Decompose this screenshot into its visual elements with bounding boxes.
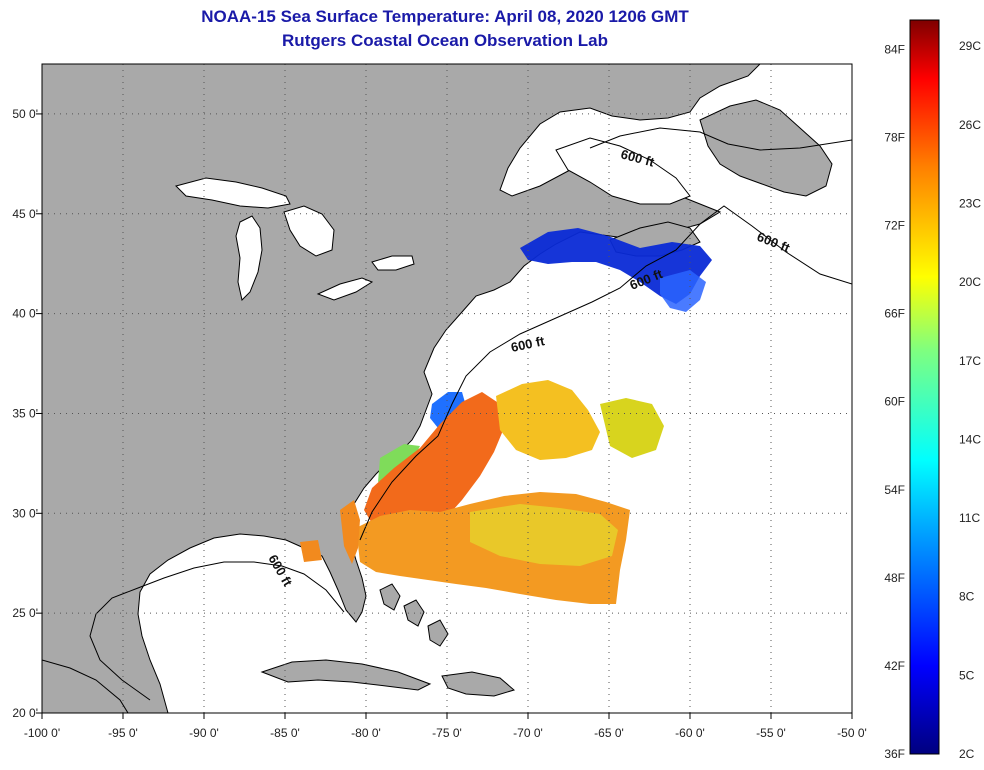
lat-tick-label: 25 0' bbox=[12, 606, 38, 620]
sst-mid-atlantic-blue bbox=[430, 392, 466, 428]
lake-superior bbox=[175, 177, 291, 209]
yucatan-land bbox=[42, 659, 129, 713]
lat-tick-label: 20 0' bbox=[12, 706, 38, 720]
colorbar-c-label: 20C bbox=[959, 275, 981, 289]
lat-tick-label: 45 0' bbox=[12, 207, 38, 221]
lat-tick-label: 30 0' bbox=[12, 506, 38, 520]
gulf-st-lawrence bbox=[555, 137, 691, 205]
lon-tick-label: -95 0' bbox=[108, 726, 138, 740]
lon-tick-label: -65 0' bbox=[594, 726, 624, 740]
lon-tick-labels: -100 0' -95 0' -90 0' -85 0' -80 0' -75 0' -70… bbox=[24, 713, 867, 740]
colorbar-c-label: 26C bbox=[959, 118, 981, 132]
sst-gulf-spot bbox=[300, 540, 322, 562]
lon-tick-label: -90 0' bbox=[189, 726, 219, 740]
isobath-600ft-labrador bbox=[589, 127, 852, 151]
lake-erie bbox=[316, 277, 374, 301]
map-subtitle: Rutgers Coastal Ocean Observation Lab bbox=[282, 31, 608, 50]
isobath-600ft-atlantic bbox=[359, 205, 852, 541]
lake-huron bbox=[283, 205, 335, 257]
lake-ontario bbox=[371, 255, 415, 271]
colorbar-f-labels: 84F 78F 72F 66F 60F 54F 48F 42F 36F bbox=[884, 42, 905, 761]
colorbar-f-label: 66F bbox=[884, 307, 905, 321]
lon-tick-label: -85 0' bbox=[270, 726, 300, 740]
lon-tick-label: -70 0' bbox=[513, 726, 543, 740]
lon-tick-label: -50 0' bbox=[837, 726, 867, 740]
colorbar-c-label: 11C bbox=[959, 511, 980, 525]
lat-tick-label: 50 0' bbox=[12, 107, 38, 121]
colorbar-c-label: 5C bbox=[959, 668, 975, 682]
colorbar-f-label: 84F bbox=[884, 42, 905, 56]
lon-tick-label: -80 0' bbox=[351, 726, 381, 740]
lon-tick-label: -55 0' bbox=[756, 726, 786, 740]
north-america-land bbox=[42, 64, 761, 713]
colorbar-c-label: 14C bbox=[959, 432, 981, 446]
newfoundland-land bbox=[699, 99, 833, 197]
colorbar-c-label: 2C bbox=[959, 747, 975, 761]
lat-tick-label: 40 0' bbox=[12, 307, 38, 321]
lon-tick-label: -60 0' bbox=[675, 726, 705, 740]
colorbar-c-label: 23C bbox=[959, 197, 981, 211]
colorbar-f-label: 78F bbox=[884, 130, 905, 144]
colorbar-f-label: 42F bbox=[884, 659, 905, 673]
sst-south-swath-yellow bbox=[470, 504, 618, 566]
sst-sargasso-yellow bbox=[496, 380, 600, 460]
sst-gulf-stream-orange bbox=[364, 392, 504, 540]
sst-cape-cod-shelf bbox=[660, 270, 706, 312]
lake-michigan bbox=[235, 215, 263, 301]
contour-label-midatlantic: 600 ft bbox=[510, 333, 547, 355]
colorbar-c-labels: 29C 26C 23C 20C 17C 14C 11C 8C 5C 2C bbox=[959, 39, 981, 761]
colorbar-c-label: 8C bbox=[959, 590, 975, 604]
lat-tick-labels: 50 0' 45 0' 40 0' 35 0' 30 0' 25 0' 20 0' bbox=[12, 107, 42, 720]
colorbar bbox=[909, 19, 940, 755]
sst-florida-orange bbox=[340, 500, 360, 564]
colorbar-f-label: 60F bbox=[884, 395, 905, 409]
colorbar-f-label: 36F bbox=[884, 747, 905, 761]
cuba-land bbox=[260, 659, 432, 691]
colorbar-c-label: 29C bbox=[959, 39, 981, 53]
sst-coastal-green bbox=[378, 444, 420, 482]
lat-tick-label: 35 0' bbox=[12, 406, 38, 420]
isobath-600ft-gulf bbox=[89, 561, 345, 701]
bahamas-land bbox=[379, 583, 449, 647]
lon-grid bbox=[122, 64, 772, 713]
lon-tick-label: -100 0' bbox=[24, 726, 60, 740]
colorbar-c-label: 17C bbox=[959, 354, 981, 368]
colorbar-f-label: 72F bbox=[884, 219, 905, 233]
map-title: NOAA-15 Sea Surface Temperature: April 0… bbox=[201, 7, 689, 26]
lon-tick-label: -75 0' bbox=[432, 726, 462, 740]
colorbar-f-label: 54F bbox=[884, 483, 905, 497]
hispaniola-land bbox=[441, 671, 516, 697]
colorbar-f-label: 48F bbox=[884, 571, 905, 585]
